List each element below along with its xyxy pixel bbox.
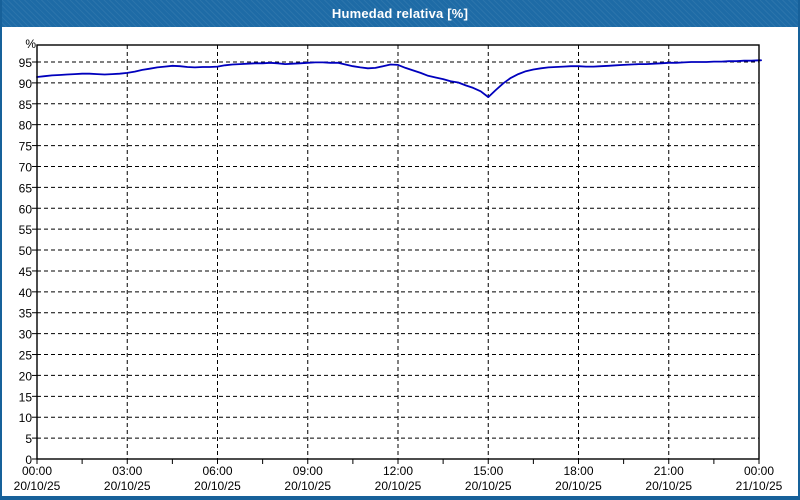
y-tick-label: 20 xyxy=(19,369,33,383)
x-tick-date-label: 20/10/25 xyxy=(194,479,241,493)
y-tick-label: 60 xyxy=(19,202,33,216)
x-tick-time-label: 18:00 xyxy=(563,464,593,478)
gridlines xyxy=(37,45,759,459)
y-tick-label: 55 xyxy=(19,223,33,237)
x-tick-time-label: 00:00 xyxy=(22,464,52,478)
x-tick-time-label: 03:00 xyxy=(112,464,142,478)
x-tick-time-label: 00:00 xyxy=(744,464,774,478)
y-tick-label: 80 xyxy=(19,119,33,133)
y-tick-label: 5 xyxy=(25,432,32,446)
y-tick-label: 40 xyxy=(19,286,33,300)
x-tick-date-label: 21/10/25 xyxy=(736,479,783,493)
y-tick-label: 35 xyxy=(19,307,33,321)
y-tick-label: 90 xyxy=(19,77,33,91)
x-tick-date-label: 20/10/25 xyxy=(14,479,61,493)
chart-frame xyxy=(36,44,760,460)
axis-labels: 0 5 10 15 20 25 30 35 40 45 50 55 60 65 70 75 80 85 90 95% 0… xyxy=(14,37,783,493)
y-tick-label: 45 xyxy=(19,265,33,279)
y-tick-label: 50 xyxy=(19,244,33,258)
x-tick-date-label: 20/10/25 xyxy=(555,479,602,493)
y-axis-unit-label: % xyxy=(25,37,36,51)
x-tick-time-label: 15:00 xyxy=(473,464,503,478)
x-tick-time-label: 09:00 xyxy=(293,464,323,478)
x-tick-date-label: 20/10/25 xyxy=(645,479,692,493)
y-tick-label: 0 xyxy=(25,453,32,467)
x-tick-date-label: 20/10/25 xyxy=(375,479,422,493)
x-tick-date-label: 20/10/25 xyxy=(104,479,151,493)
x-tick-date-label: 20/10/25 xyxy=(465,479,512,493)
y-tick-label: 95 xyxy=(19,56,33,70)
axis-ticks xyxy=(32,61,760,464)
y-tick-label: 75 xyxy=(19,140,33,154)
y-tick-label: 65 xyxy=(19,181,33,195)
x-tick-time-label: 12:00 xyxy=(383,464,413,478)
y-tick-label: 30 xyxy=(19,328,33,342)
series-line xyxy=(36,59,762,98)
plot-frame xyxy=(36,44,760,460)
title-bar: Humedad relativa [%] xyxy=(2,0,798,27)
x-tick-time-label: 06:00 xyxy=(202,464,232,478)
x-tick-time-label: 21:00 xyxy=(654,464,684,478)
humidity-series-line xyxy=(36,59,762,98)
y-tick-label: 15 xyxy=(19,390,33,404)
y-tick-label: 85 xyxy=(19,98,33,112)
y-tick-label: 10 xyxy=(19,411,33,425)
x-tick-date-label: 20/10/25 xyxy=(284,479,331,493)
page-title: Humedad relativa [%] xyxy=(331,6,469,21)
y-tick-label: 25 xyxy=(19,349,33,363)
y-tick-label: 70 xyxy=(19,160,33,174)
